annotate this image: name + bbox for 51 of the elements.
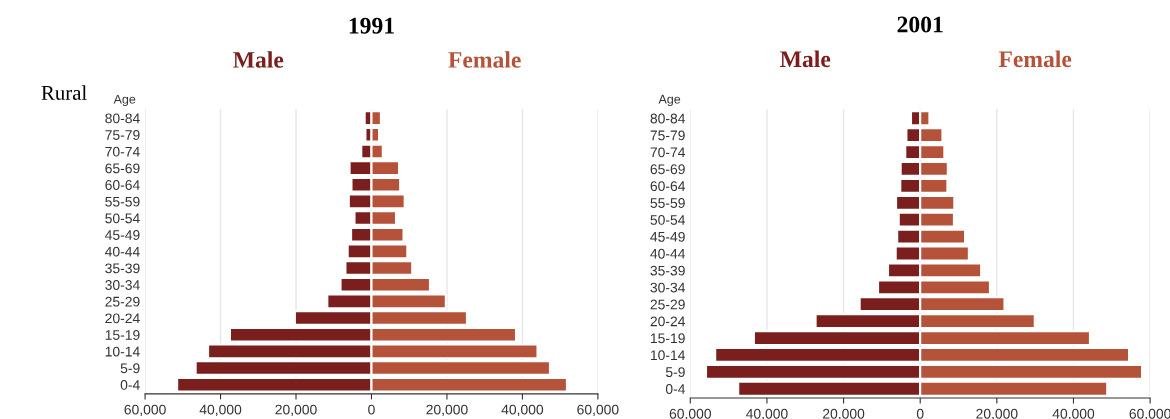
x-tick-label: 40,000 xyxy=(199,404,242,417)
y-tick-label: 50-54 xyxy=(650,215,686,225)
y-tick-label: 65-69 xyxy=(650,164,685,175)
y-tick-label: 80-84 xyxy=(650,113,686,124)
y-tick-label: 5-9 xyxy=(665,367,685,378)
chart-title: 2001 xyxy=(897,16,943,33)
y-tick-label: 45-49 xyxy=(105,230,140,240)
y-tick-label: 60-64 xyxy=(650,181,686,192)
x-tick-label: 0 xyxy=(916,408,924,419)
y-tick-label: 0-4 xyxy=(120,380,140,390)
y-tick-label: 30-34 xyxy=(105,280,140,290)
y-tick-label: 75-79 xyxy=(105,130,140,140)
y-tick-label: 10-14 xyxy=(105,346,140,357)
y-tick-label: 10-14 xyxy=(650,350,686,361)
text: Rural xyxy=(41,85,87,100)
y-tick-label: 40-44 xyxy=(650,248,686,259)
chart-title: 1991 xyxy=(349,17,394,34)
x-tick-label: 0 xyxy=(368,404,375,415)
x-tick-label: 20,000 xyxy=(275,404,317,417)
y-tick-label: 30-34 xyxy=(650,282,686,293)
y-tick-label: 60-64 xyxy=(105,180,140,190)
y-tick-label: 55-59 xyxy=(650,198,685,208)
y-tick-label: 20-24 xyxy=(105,313,140,324)
y-tick-label: 45-49 xyxy=(650,231,685,242)
text: Male xyxy=(780,50,831,68)
y-tick-label: 20-24 xyxy=(650,316,686,327)
y-tick-label: 80-84 xyxy=(105,113,140,124)
y-tick-label: 35-39 xyxy=(650,265,685,276)
text: Female xyxy=(998,50,1072,68)
y-tick-label: 75-79 xyxy=(650,130,685,141)
y-tick-label: 50-54 xyxy=(105,213,140,224)
y-tick-label: 70-74 xyxy=(105,146,140,157)
y-tick-label: 25-29 xyxy=(105,296,140,307)
text: Male xyxy=(233,51,284,68)
y-axis-title: Age xyxy=(658,94,681,107)
y-tick-label: 15-19 xyxy=(650,333,685,344)
y-tick-label: 40-44 xyxy=(105,246,140,257)
x-tick-label: 60,000 xyxy=(577,404,619,417)
y-tick-label: 35-39 xyxy=(105,263,140,274)
y-tick-label: 25-29 xyxy=(650,299,685,310)
y-tick-label: 65-69 xyxy=(105,163,140,174)
x-tick-label: 60,000 xyxy=(124,404,166,417)
y-tick-label: 55-59 xyxy=(105,196,140,207)
x-tick-label: 40,000 xyxy=(501,404,544,417)
y-tick-label: 70-74 xyxy=(650,147,686,158)
y-axis-title: Age xyxy=(113,94,136,107)
text: Female xyxy=(448,51,521,68)
y-tick-label: 0-4 xyxy=(665,384,686,394)
x-tick-label: 20,000 xyxy=(426,404,468,417)
y-tick-label: 15-19 xyxy=(105,330,140,340)
y-tick-label: 5-9 xyxy=(120,363,140,374)
